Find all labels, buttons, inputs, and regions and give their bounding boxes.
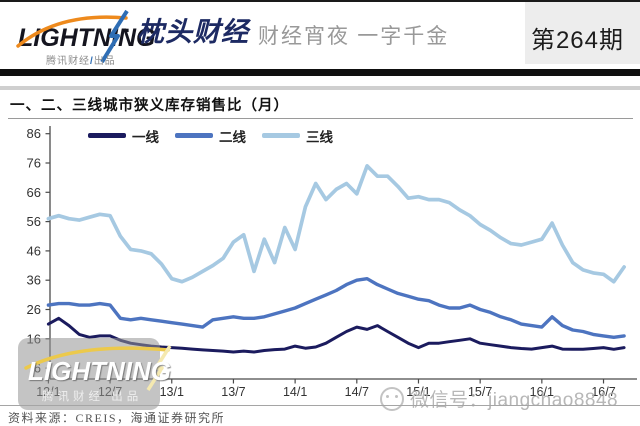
legend-label-tier1: 一线 [132,129,159,145]
data-source: 资料来源：CREIS，海通证券研究所 [8,411,226,425]
watermark-swoosh-icon [24,345,172,391]
face-icon [380,386,404,411]
chart-legend: 一线 二线 三线 [88,126,349,146]
header: LIGHTNING 腾讯财经/出品 · 枕头财经 财经宵夜 一字千金 第264期 [0,2,640,69]
svg-text:26: 26 [27,302,41,317]
brand-name: 枕头财经 [137,17,249,47]
logo-subtitle: 腾讯财经/出品 [46,52,116,67]
wechat-id-text: 微信号：jiangchao8848 [410,390,619,411]
legend-item-tier2: 二线 [175,126,246,146]
logo-sub-left: 腾讯财经 [46,56,90,67]
svg-text:36: 36 [27,273,41,288]
legend-item-tier1: 一线 [88,126,159,146]
footer-rule [0,405,640,406]
svg-text:86: 86 [27,126,41,141]
wechat-watermark: 微信号：jiangchao8848 [380,385,618,412]
svg-text:56: 56 [27,214,41,229]
lightning-logo-text: LIGHTNING [18,24,156,52]
logo-slash-icon: / [90,56,94,67]
watermark-sub-text: 腾讯财经 出品 [42,391,143,403]
content-top-strip [0,86,640,90]
issue-number: 第264期 [530,27,624,54]
legend-label-tier3: 三线 [306,129,333,145]
svg-text:14/1: 14/1 [283,385,307,399]
legend-item-tier3: 三线 [262,126,333,146]
logo-sub-right: 出品 [93,56,116,67]
header-divider-bar [0,69,640,76]
svg-text:76: 76 [27,156,41,171]
lightning-watermark: LIGHTNING 腾讯财经 出品 [18,338,172,410]
watermark-logo-text: LIGHTNING [28,356,171,386]
tier2-line-swatch [175,133,213,138]
svg-text:46: 46 [27,243,41,258]
svg-text:13/7: 13/7 [221,385,245,399]
tier3-line-swatch [262,133,300,138]
tagline: 财经宵夜 一字千金 [258,24,450,48]
issue-box: 第264期 [525,2,640,64]
svg-text:14/7: 14/7 [345,385,369,399]
tier1-line-swatch [88,133,126,138]
title-rule [8,118,633,119]
logo-separator: · [124,18,132,43]
legend-label-tier2: 二线 [219,129,246,145]
svg-text:66: 66 [27,185,41,200]
chart-title: 一、二、三线城市狭义库存销售比（月） [10,98,289,114]
